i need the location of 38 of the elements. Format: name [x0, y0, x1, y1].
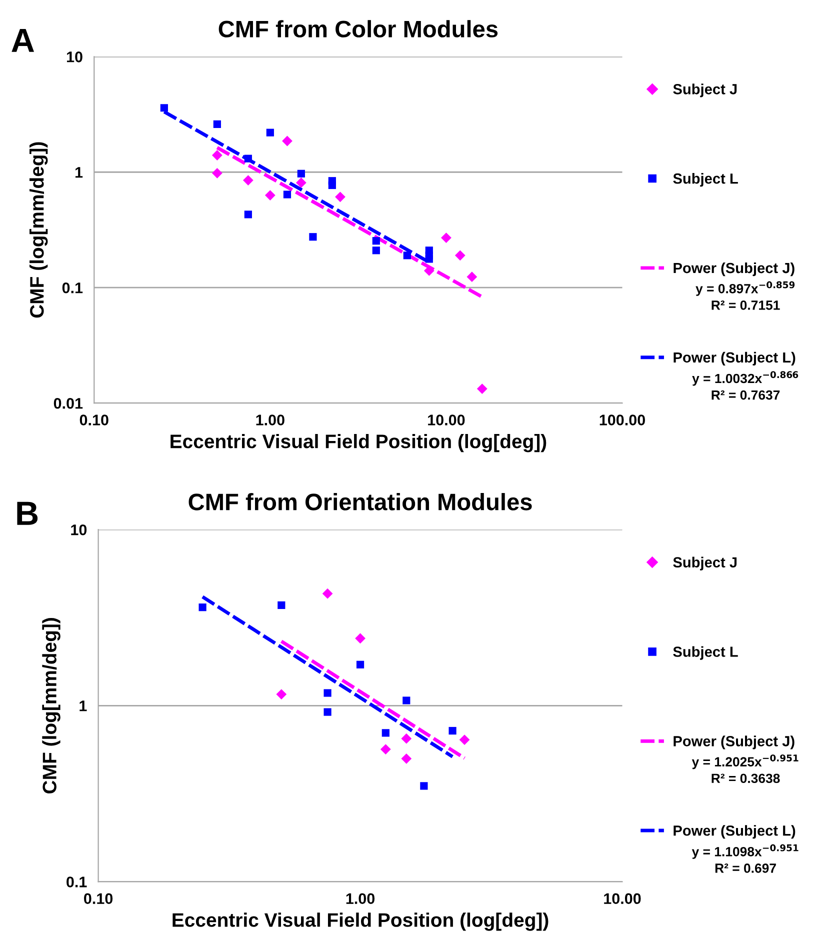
- text: y = 1.0032x$^{−0.866}$: [692, 371, 798, 386]
- x-axis-title: Eccentric Visual Field Position (log[deg]): [170, 434, 546, 452]
- text: B: [17, 502, 38, 525]
- text: y = 0.897x$^{−0.859}$: [696, 281, 795, 296]
- legend-label: Power (Subject J): [674, 736, 794, 750]
- text: R² = 0.697: [715, 864, 776, 873]
- y-tick-label: 10: [66, 52, 82, 62]
- text: R² = 0.3638: [712, 774, 780, 784]
- legend-label: Power (Subject L): [674, 352, 796, 366]
- y-tick-label: 10: [71, 524, 87, 536]
- y-tick-label: 1: [75, 167, 83, 178]
- x-tick-label: 0.10: [84, 893, 113, 904]
- text: R² = 0.7151: [712, 300, 780, 310]
- y-tick-label: 0.01: [54, 398, 83, 409]
- legend-label: Subject L: [673, 646, 738, 660]
- legend-label: Power (Subject L): [674, 825, 796, 839]
- y-tick-label: 1: [80, 700, 87, 712]
- x-tick-label: 10.00: [604, 893, 641, 904]
- legend-label: Subject J: [673, 84, 737, 98]
- x-axis-title: Eccentric Visual Field Position (log[deg]): [172, 912, 548, 931]
- x-tick-label: 1.00: [256, 414, 284, 426]
- y-axis-title: CMF (log[mm/deg]): [30, 142, 48, 318]
- legend-label: Power (Subject J): [674, 262, 794, 276]
- x-tick-label: 100.00: [600, 414, 645, 426]
- legend-label: Subject L: [673, 173, 738, 187]
- chart-title: CMF from Orientation Modules: [188, 493, 532, 510]
- x-tick-label: 0.10: [80, 414, 108, 426]
- chart-title: CMF from Color Modules: [218, 20, 498, 38]
- text: y = 1.2025x$^{−0.951}$: [692, 754, 798, 770]
- text: y = 1.1098x$^{−0.951}$: [692, 844, 798, 859]
- text: A: [12, 28, 34, 52]
- y-tick-label: 0.1: [66, 876, 87, 888]
- y-tick-label: 0.1: [62, 282, 83, 294]
- text: R² = 0.7637: [712, 390, 780, 400]
- x-tick-label: 10.00: [428, 414, 465, 426]
- legend-label: Subject J: [673, 556, 737, 570]
- x-tick-label: 1.00: [346, 893, 375, 904]
- y-axis-title: CMF (log[mm/deg]): [42, 618, 60, 794]
